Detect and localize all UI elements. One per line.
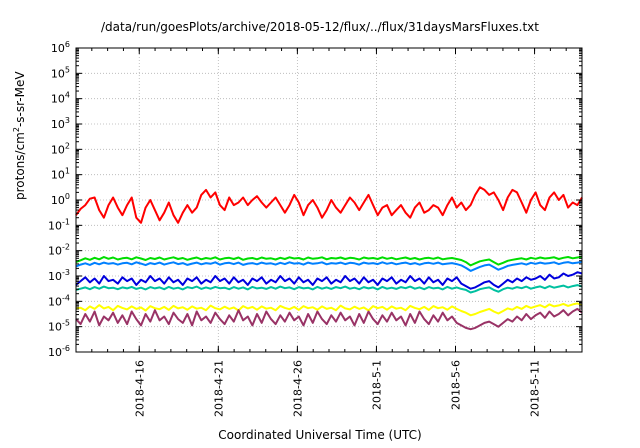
y-tick-label: 10-4 <box>48 293 70 308</box>
x-axis-title: Coordinated Universal Time (UTC) <box>218 428 422 442</box>
y-tick-label-exponent: 4 <box>65 91 70 100</box>
y-tick-label: 10-1 <box>48 217 70 232</box>
series-line-3 <box>75 260 583 272</box>
x-tick-label: 2018-5-11 <box>529 360 542 417</box>
y-tick-label-base: 10 <box>51 118 65 131</box>
y-tick-label-exponent: -2 <box>62 243 70 252</box>
y-tick-label: 10-3 <box>48 268 70 283</box>
y-tick-labels: 10-610-510-410-310-210-11001011021031041… <box>48 40 70 359</box>
y-tick-label-base: 10 <box>48 270 62 283</box>
series-line-2 <box>75 255 583 267</box>
x-tick-label: 2018-4-26 <box>291 360 304 417</box>
y-tick-label-base: 10 <box>48 245 62 258</box>
y-tick-label: 10-6 <box>48 344 70 359</box>
x-tick-label: 2018-4-16 <box>133 360 146 417</box>
y-tick-label-base: 10 <box>48 219 62 232</box>
chart-title: /data/run/goesPlots/archive/2018-05-12/f… <box>101 20 539 34</box>
y-tick-label-base: 10 <box>48 346 62 359</box>
y-axis-title: protons/cm2-s-sr-MeV <box>12 71 27 200</box>
series-line-4 <box>75 271 583 290</box>
y-tick-label-exponent: 2 <box>65 141 70 150</box>
y-tick-label: 10-2 <box>48 243 70 258</box>
y-tick-label-base: 10 <box>51 169 65 182</box>
y-tick-label-base: 10 <box>51 93 65 106</box>
y-tick-label-base: 10 <box>48 295 62 308</box>
y-tick-label-exponent: 1 <box>65 167 70 176</box>
y-tick-label-exponent: -6 <box>62 344 70 353</box>
y-tick-label: 101 <box>51 167 70 182</box>
series-line-1 <box>75 186 583 224</box>
y-tick-label-base: 10 <box>51 67 65 80</box>
y-tick-label-exponent: -4 <box>62 293 70 302</box>
grid <box>76 48 582 352</box>
y-tick-label-exponent: -1 <box>62 217 70 226</box>
y-tick-label-exponent: 5 <box>65 65 70 74</box>
y-tick-label-exponent: 0 <box>65 192 70 201</box>
y-tick-label-base: 10 <box>48 321 62 334</box>
y-tick-label: 10-5 <box>48 319 70 334</box>
series-lines <box>75 186 583 331</box>
series-line-6 <box>75 302 583 317</box>
y-tick-label: 105 <box>51 65 70 80</box>
y-tick-label-exponent: 3 <box>65 116 70 125</box>
x-tick-labels: 2018-4-16 2018-4-21 2018-4-26 2018-5-1 2018-… <box>133 360 541 417</box>
y-tick-label-base: 10 <box>51 194 65 207</box>
x-tick-label: 2018-5-1 <box>370 360 383 410</box>
y-tick-label-base: 10 <box>51 42 65 55</box>
y-tick-label: 104 <box>51 91 70 106</box>
series-line-7 <box>75 307 583 331</box>
y-tick-label-exponent: 6 <box>65 40 70 49</box>
y-tick-label: 103 <box>51 116 70 131</box>
y-tick-label-base: 10 <box>51 143 65 156</box>
x-tick-label: 2018-4-21 <box>212 360 225 417</box>
y-tick-label-exponent: -5 <box>62 319 70 328</box>
series-line-5 <box>75 284 583 294</box>
axis-ticks <box>76 47 582 353</box>
x-tick-label: 2018-5-6 <box>450 360 463 410</box>
y-tick-label-exponent: -3 <box>62 268 70 277</box>
y-tick-label: 106 <box>51 40 70 55</box>
y-tick-label: 102 <box>51 141 70 156</box>
y-tick-label: 100 <box>51 192 70 207</box>
